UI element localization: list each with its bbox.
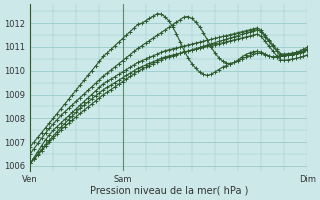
X-axis label: Pression niveau de la mer( hPa ): Pression niveau de la mer( hPa ) [90, 186, 248, 196]
